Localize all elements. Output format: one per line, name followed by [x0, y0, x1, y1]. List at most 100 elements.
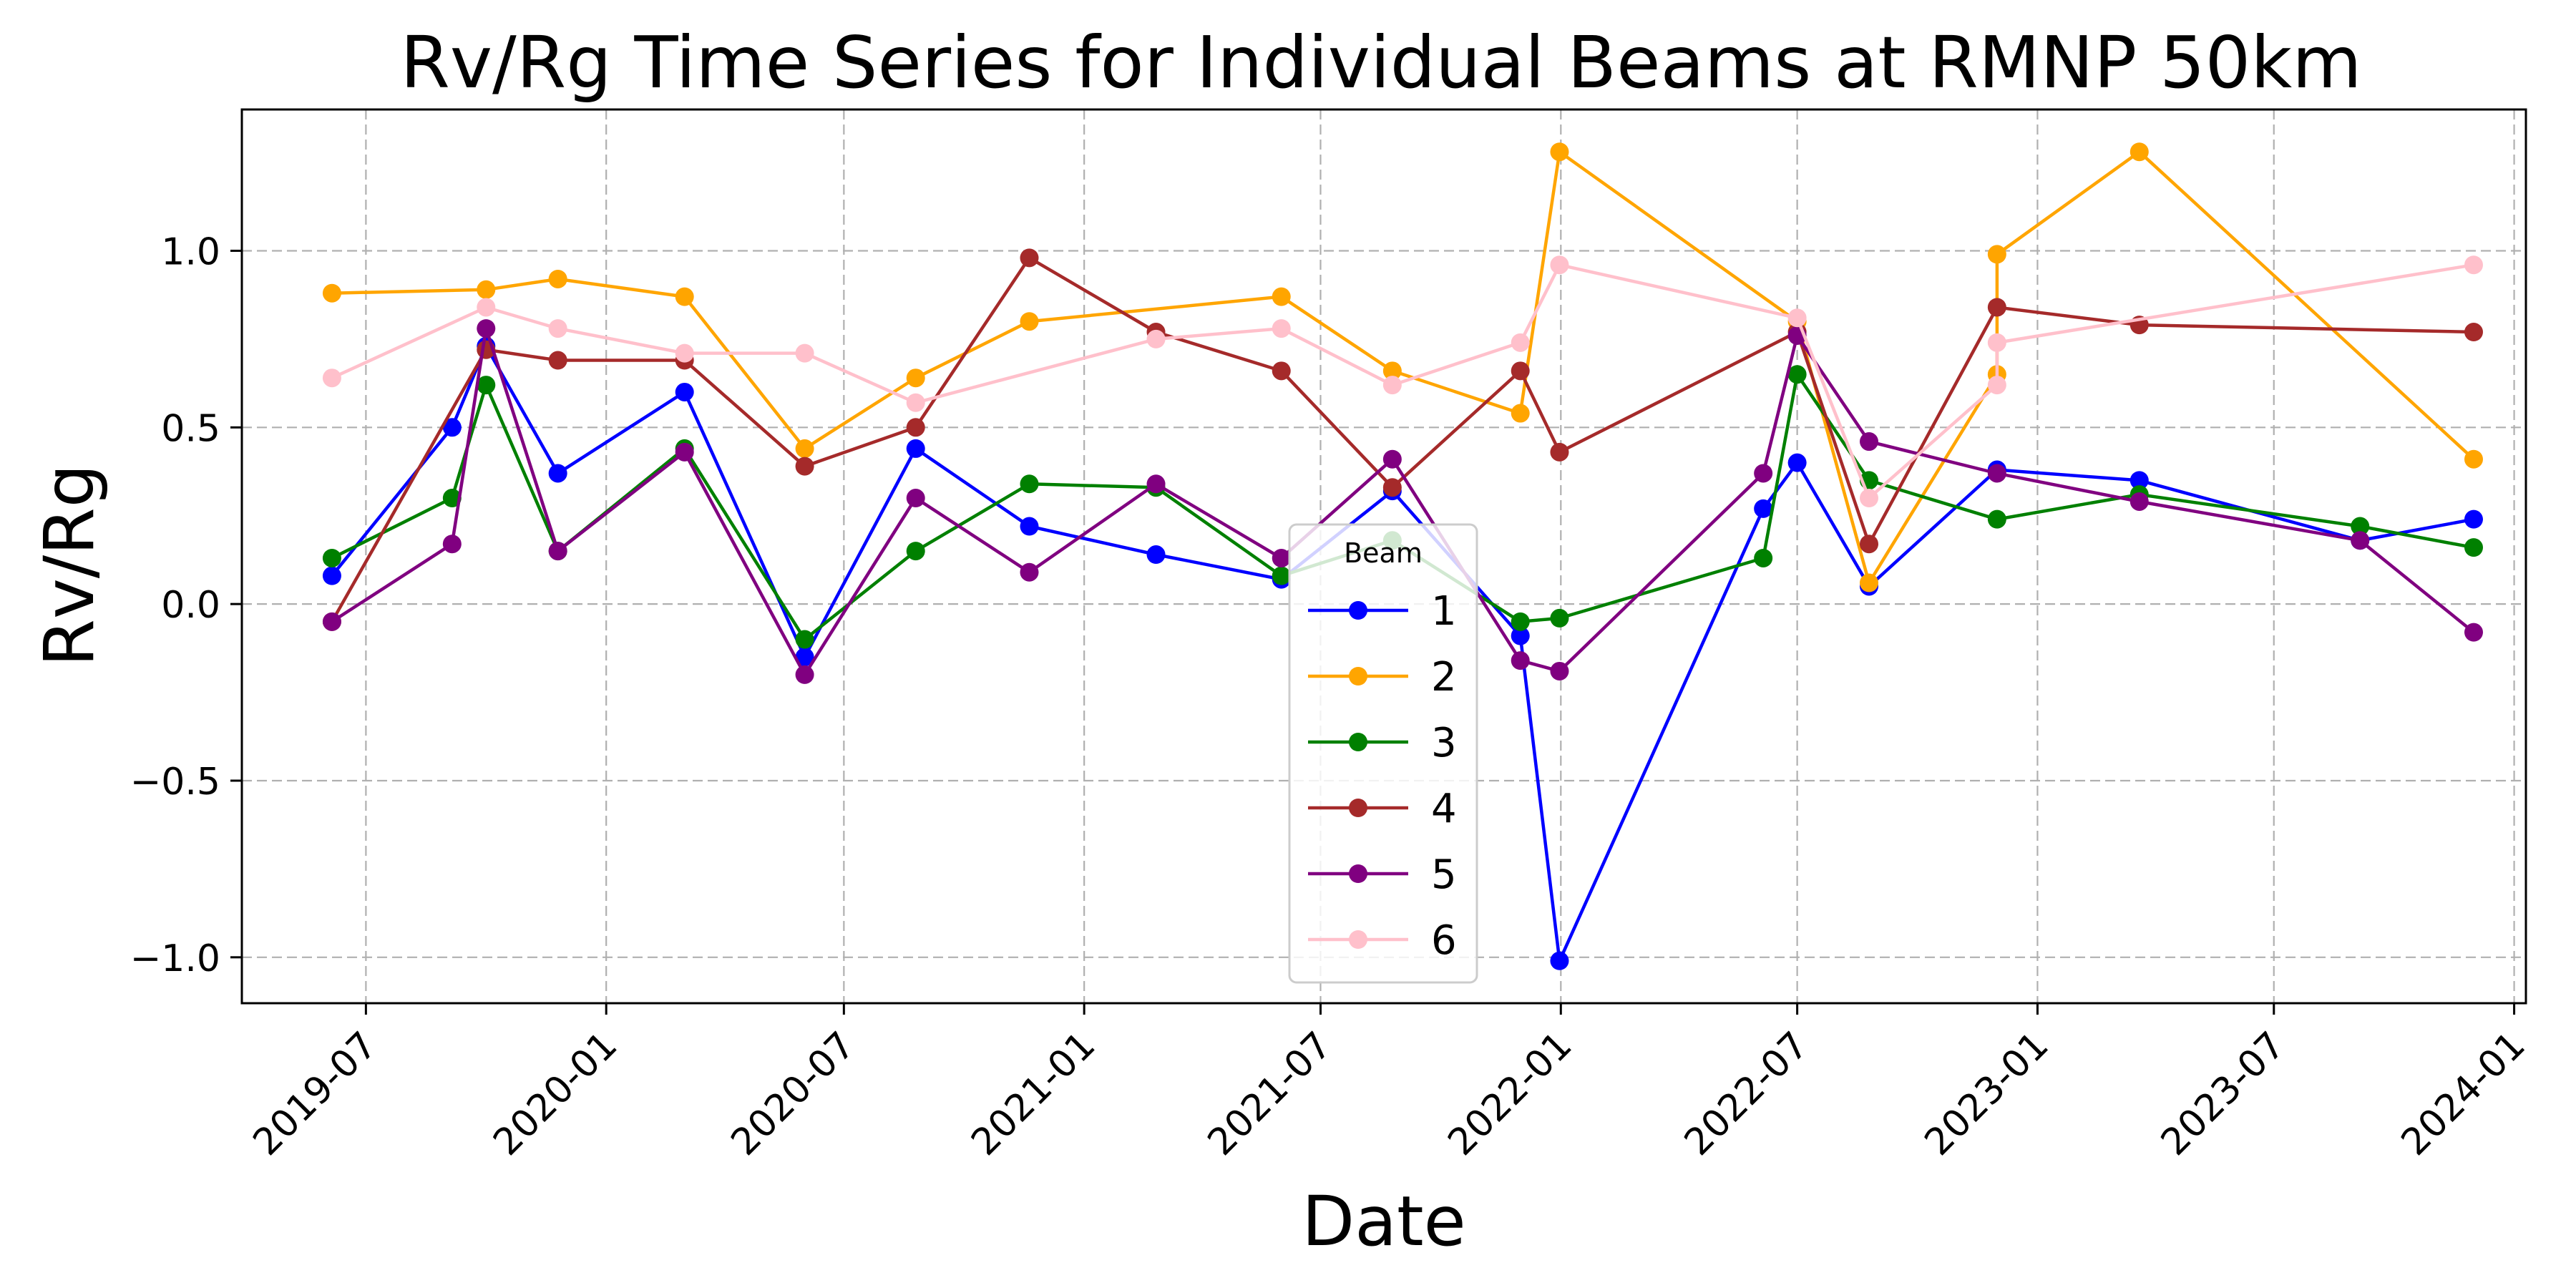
data-point-series-5: [1382, 449, 1402, 469]
data-point-series-5: [1987, 464, 2006, 483]
data-point-series-1: [1511, 626, 1530, 645]
legend-marker-6: [1349, 930, 1367, 949]
x-axis-label: Date: [1302, 1181, 1465, 1262]
data-point-series-5: [548, 542, 567, 561]
data-point-series-3: [1550, 608, 1569, 628]
data-point-series-2: [1860, 573, 1879, 592]
data-point-series-6: [1146, 329, 1166, 348]
data-point-series-6: [2464, 255, 2483, 275]
data-point-series-1: [1754, 499, 1773, 518]
data-point-series-2: [1382, 361, 1402, 381]
data-point-series-5: [675, 442, 694, 462]
data-point-series-5: [1860, 432, 1879, 452]
data-point-series-4: [1272, 361, 1291, 381]
data-point-series-1: [906, 439, 925, 458]
data-point-series-2: [1511, 404, 1530, 423]
chart-title: Rv/Rg Time Series for Individual Beams a…: [400, 21, 2361, 104]
data-point-series-6: [906, 393, 925, 412]
data-point-series-2: [1020, 312, 1039, 331]
x-tick-label: 2022-07: [1677, 1024, 1817, 1164]
data-point-series-2: [477, 280, 496, 299]
legend-marker-5: [1349, 864, 1367, 883]
x-tick-label: 2020-01: [485, 1024, 625, 1164]
x-tick-label: 2023-01: [1917, 1024, 2057, 1164]
data-point-series-5: [1550, 661, 1569, 680]
data-point-series-5: [1754, 464, 1773, 483]
x-tick-label: 2021-01: [963, 1024, 1103, 1164]
data-point-series-5: [2351, 531, 2370, 550]
data-point-series-3: [442, 489, 462, 508]
data-point-series-5: [1020, 562, 1039, 582]
data-point-series-4: [1382, 478, 1402, 497]
data-point-series-6: [795, 343, 814, 363]
legend-label-3: 3: [1431, 720, 1457, 766]
legend-marker-1: [1349, 601, 1367, 620]
series-line-6: [331, 263, 2474, 500]
series-6: [322, 255, 2483, 508]
data-point-series-5: [2464, 623, 2483, 642]
x-tick-label: 2021-07: [1200, 1024, 1340, 1164]
data-point-series-5: [906, 489, 925, 508]
data-point-series-2: [2464, 449, 2483, 469]
grid-lines: [242, 109, 2526, 1003]
data-point-series-2: [1550, 142, 1569, 162]
data-point-series-4: [1020, 248, 1039, 268]
data-point-series-1: [1146, 545, 1166, 565]
data-point-series-6: [322, 369, 341, 388]
data-point-series-6: [675, 343, 694, 363]
data-point-series-6: [1787, 308, 1807, 328]
data-point-series-4: [1987, 298, 2006, 317]
legend-marker-2: [1349, 667, 1367, 686]
data-point-series-5: [795, 665, 814, 684]
data-point-series-6: [1550, 255, 1569, 275]
data-point-series-1: [1787, 453, 1807, 472]
data-point-series-6: [1511, 333, 1530, 352]
data-point-series-1: [548, 464, 567, 483]
x-tick-label: 2023-07: [2153, 1024, 2293, 1164]
y-axis-label: Rv/Rg: [29, 464, 109, 667]
data-point-series-6: [1987, 333, 2006, 352]
y-tick-label: −0.5: [130, 761, 220, 804]
data-point-series-1: [2464, 509, 2483, 529]
data-point-series-4: [1550, 442, 1569, 462]
series-5: [322, 319, 2483, 684]
data-point-series-6: [548, 319, 567, 338]
x-tick-label: 2024-01: [2394, 1024, 2534, 1164]
data-point-series-1: [1020, 517, 1039, 536]
data-point-series-6: [477, 298, 496, 317]
data-point-series-5: [442, 535, 462, 554]
data-point-series-1: [2129, 471, 2149, 490]
legend-label-6: 6: [1431, 917, 1457, 964]
data-point-series-5: [1511, 651, 1530, 670]
data-point-series-2: [2129, 142, 2149, 162]
data-point-series-1: [322, 566, 341, 585]
legend-label-4: 4: [1431, 786, 1457, 832]
data-point-series-2: [675, 287, 694, 306]
data-point-series-2: [322, 283, 341, 303]
data-point-series-3: [906, 542, 925, 561]
legend-entries: 1 2 3 4 5 6: [1308, 588, 1457, 964]
y-tick-label: 0.0: [161, 584, 220, 627]
data-point-series-3: [1787, 365, 1807, 384]
data-point-series-6: [1382, 376, 1402, 395]
y-tick-label: 0.5: [161, 407, 220, 450]
x-tick-label: 2022-01: [1440, 1024, 1580, 1164]
data-point-series-2: [795, 439, 814, 458]
data-point-series-5: [1146, 474, 1166, 494]
data-point-series-1: [442, 418, 462, 437]
data-point-series-4: [906, 418, 925, 437]
data-point-series-2: [548, 269, 567, 288]
y-tick-label: 1.0: [161, 230, 220, 273]
data-point-series-5: [322, 612, 341, 631]
series-line-5: [331, 326, 2475, 677]
data-point-series-1: [1550, 951, 1569, 970]
data-point-series-4: [795, 457, 814, 476]
series-line-2: [331, 150, 2475, 585]
data-point-series-3: [1020, 474, 1039, 494]
data-point-series-6: [1272, 319, 1291, 338]
data-point-series-6: [1987, 376, 2006, 395]
data-point-series-3: [1987, 509, 2006, 529]
data-point-series-2: [906, 369, 925, 388]
legend: Beam 1 2 3 4 5 6: [1288, 523, 1478, 984]
